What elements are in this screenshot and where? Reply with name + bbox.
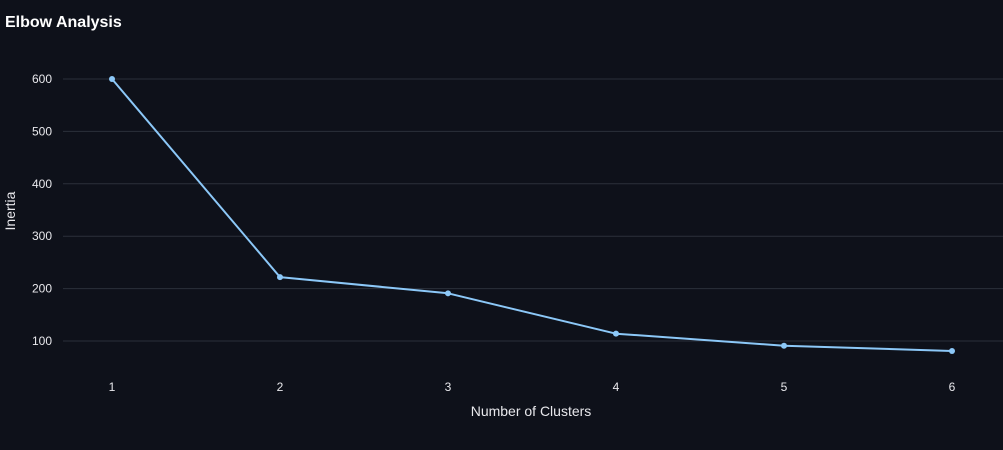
data-point-2 <box>277 274 283 281</box>
data-point-3 <box>445 290 451 297</box>
series-line <box>111 78 953 352</box>
y-tick-label-100: 100 <box>32 334 52 348</box>
x-tick-label-5: 5 <box>781 380 788 394</box>
x-axis-ticks: 1 2 3 4 5 6 <box>109 380 956 394</box>
data-point-6 <box>949 347 955 354</box>
data-point-1 <box>109 76 115 82</box>
y-axis-label: Inertia <box>2 191 18 230</box>
grid-lines <box>63 78 1003 342</box>
y-tick-label-500: 500 <box>32 124 52 138</box>
y-tick-label-600: 600 <box>32 72 52 86</box>
x-axis-label: Number of Clusters <box>471 403 592 419</box>
x-tick-label-4: 4 <box>613 380 620 394</box>
data-point-4 <box>613 330 619 337</box>
x-tick-label-2: 2 <box>277 380 284 394</box>
y-axis-ticks: 100 200 300 400 500 600 <box>32 72 52 348</box>
x-tick-label-3: 3 <box>445 380 452 394</box>
chart-title: Elbow Analysis <box>5 14 122 31</box>
y-tick-label-200: 200 <box>32 282 52 296</box>
y-tick-label-400: 400 <box>32 177 52 191</box>
x-tick-label-6: 6 <box>949 380 956 394</box>
series-inertia <box>109 76 955 354</box>
y-tick-label-300: 300 <box>32 229 52 243</box>
data-point-5 <box>781 342 787 349</box>
x-tick-label-1: 1 <box>109 380 116 394</box>
